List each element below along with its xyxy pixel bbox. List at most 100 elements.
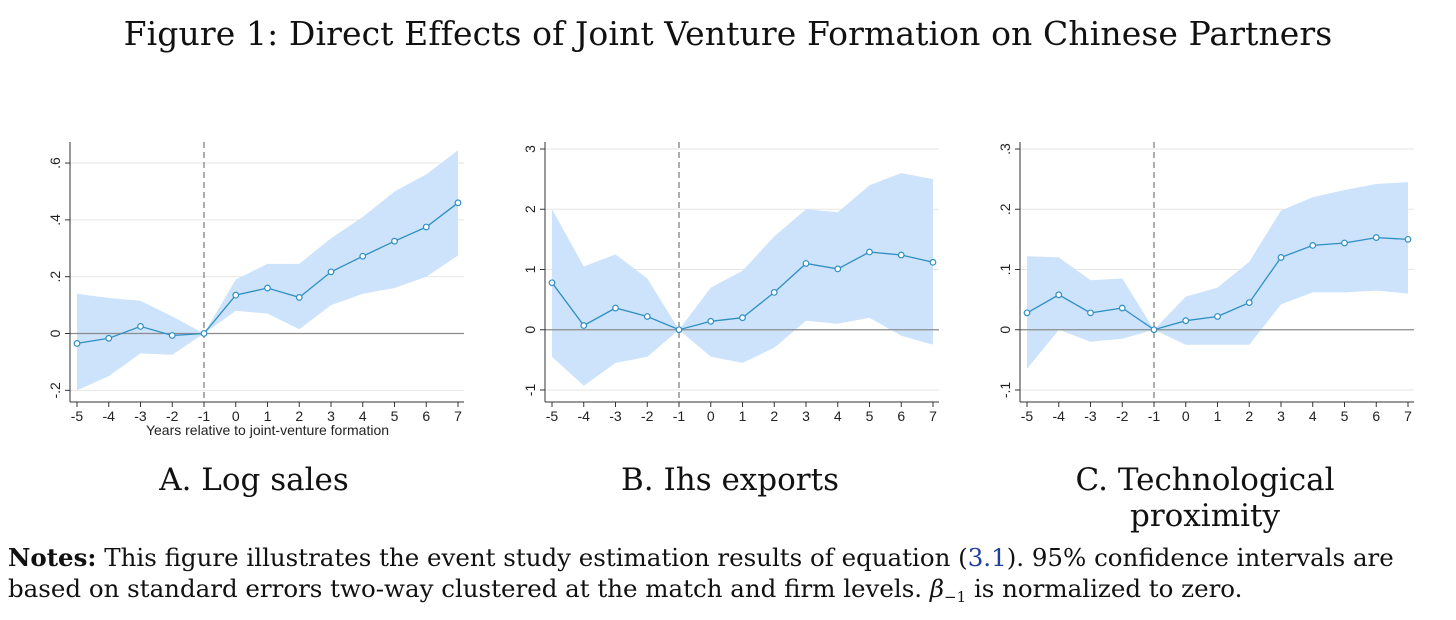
data-point-b-8: [802, 260, 810, 267]
notes-line-1: Notes: This figure illustrates the event…: [8, 542, 1456, 573]
data-point-c-3: [1118, 304, 1126, 312]
panel-caption-a: A. Log sales: [159, 462, 349, 498]
figure-title: Figure 1: Direct Effects of Joint Ventur…: [123, 14, 1333, 53]
x-axis-title-a: Years relative to joint-venture formatio…: [146, 422, 389, 438]
data-point-c-2: [1087, 309, 1094, 317]
data-point-b-10: [866, 248, 873, 256]
data-point-b-2: [612, 304, 619, 312]
confidence-band-b: [552, 173, 933, 386]
x-tick-label-b-11: 6: [897, 408, 905, 424]
x-tick-label-b-7: 2: [770, 408, 778, 424]
data-point-a-5: [232, 291, 240, 299]
y-tick-label-b-1: 0: [522, 326, 538, 334]
y-tick-label-a-4: .6: [47, 157, 63, 169]
x-tick-label-c-6: 1: [1214, 408, 1222, 424]
notes-line-2: based on standard errors two-way cluster…: [8, 573, 1456, 613]
x-tick-label-a-2: -3: [134, 408, 147, 424]
x-tick-label-a-10: 5: [391, 408, 399, 424]
x-tick-label-c-9: 4: [1309, 408, 1317, 424]
data-point-b-5: [707, 317, 715, 325]
x-tick-label-a-6: 1: [264, 408, 272, 424]
confidence-band-a: [77, 150, 458, 391]
beta-symbol: β: [929, 574, 945, 603]
data-point-c-6: [1214, 313, 1221, 320]
x-tick-label-b-8: 3: [802, 408, 810, 424]
data-point-a-3: [168, 332, 176, 339]
x-tick-label-b-4: -1: [673, 408, 686, 424]
x-tick-label-c-1: -4: [1053, 408, 1066, 424]
x-tick-label-b-5: 0: [707, 408, 715, 424]
data-point-c-0: [1023, 309, 1031, 317]
x-tick-label-a-7: 2: [295, 408, 303, 424]
equation-link[interactable]: 3.1: [967, 543, 1007, 572]
data-point-a-0: [73, 340, 81, 347]
data-point-c-7: [1245, 299, 1253, 307]
y-tick-label-c-4: .3: [997, 143, 1013, 155]
data-point-c-12: [1404, 235, 1412, 243]
data-point-b-9: [834, 265, 842, 273]
data-point-b-12: [929, 258, 937, 266]
y-tick-label-c-0: -.1: [997, 382, 1013, 399]
x-tick-label-b-3: -2: [641, 408, 654, 424]
notes-text-2: ). 95% confidence intervals are: [1006, 543, 1394, 572]
data-point-c-4: [1150, 326, 1158, 334]
notes-text-3: based on standard errors two-way cluster…: [8, 574, 930, 603]
data-point-b-3: [643, 313, 651, 320]
x-tick-label-a-3: -2: [166, 408, 179, 424]
x-tick-label-b-12: 7: [929, 408, 937, 424]
x-tick-label-c-4: -1: [1148, 408, 1161, 424]
x-tick-label-b-10: 5: [866, 408, 874, 424]
x-tick-label-b-9: 4: [834, 408, 842, 424]
data-point-b-11: [897, 251, 905, 259]
data-point-b-0: [548, 279, 556, 287]
data-point-a-4: [200, 330, 208, 337]
confidence-band-c: [1027, 182, 1408, 369]
panel-caption-b: B. Ihs exports: [621, 462, 839, 498]
y-tick-label-b-0: -1: [522, 384, 538, 397]
x-tick-label-a-11: 6: [422, 408, 430, 424]
x-tick-label-b-2: -3: [609, 408, 622, 424]
x-tick-label-a-1: -4: [103, 408, 116, 424]
data-point-b-7: [770, 288, 778, 296]
data-point-a-12: [454, 199, 462, 207]
chart-panel-b: -1 0 1 2 3 -5 -4 -3 -2 -1 0 1 2 3 4 5 6 7: [522, 142, 939, 424]
data-point-b-6: [739, 314, 746, 322]
x-tick-label-c-7: 2: [1245, 408, 1253, 424]
x-tick-label-c-11: 6: [1372, 408, 1380, 424]
x-tick-label-b-1: -4: [578, 408, 591, 424]
x-tick-label-b-0: -5: [546, 408, 559, 424]
x-tick-label-c-3: -2: [1116, 408, 1129, 424]
x-tick-label-c-10: 5: [1341, 408, 1349, 424]
x-tick-label-c-2: -3: [1084, 408, 1097, 424]
data-point-a-1: [105, 334, 113, 342]
notes-text-1: This figure illustrates the event study …: [96, 543, 968, 572]
x-tick-label-a-9: 4: [359, 408, 367, 424]
x-tick-label-a-4: -1: [198, 408, 211, 424]
y-tick-label-a-1: 0: [47, 329, 63, 337]
notes-label: Notes:: [8, 543, 97, 572]
data-point-c-1: [1055, 291, 1063, 299]
data-point-a-11: [422, 223, 430, 231]
figure-notes: Notes: This figure illustrates the event…: [8, 542, 1456, 613]
x-tick-label-c-5: 0: [1182, 408, 1190, 424]
y-tick-label-b-2: 1: [522, 265, 538, 273]
data-point-a-6: [264, 284, 271, 292]
chart-panel-a: -.2 0 .2 .4 .6 -5 -4 -3 -2 -1 0 1 2 3 4 5 6 7 Years relati…: [47, 142, 464, 438]
x-tick-label-a-5: 0: [232, 408, 240, 424]
data-point-c-5: [1182, 317, 1190, 325]
data-point-c-11: [1372, 234, 1380, 241]
y-tick-label-a-2: .2: [47, 271, 63, 283]
x-tick-label-a-0: -5: [71, 408, 84, 424]
y-tick-label-c-3: .2: [997, 203, 1013, 215]
data-point-a-10: [391, 237, 398, 245]
x-tick-label-a-12: 7: [454, 408, 462, 424]
data-point-a-7: [295, 294, 303, 301]
data-point-b-4: [675, 326, 683, 334]
data-point-a-9: [359, 252, 367, 260]
x-tick-label-c-0: -5: [1021, 408, 1034, 424]
y-tick-label-b-3: 2: [522, 205, 538, 213]
chart-panel-c: -.1 0 .1 .2 .3 -5 -4 -3 -2 -1 0 1 2 3 4 5 6 7: [997, 142, 1414, 424]
notes-text-4: is normalized to zero.: [966, 574, 1243, 603]
data-point-a-2: [137, 322, 144, 330]
